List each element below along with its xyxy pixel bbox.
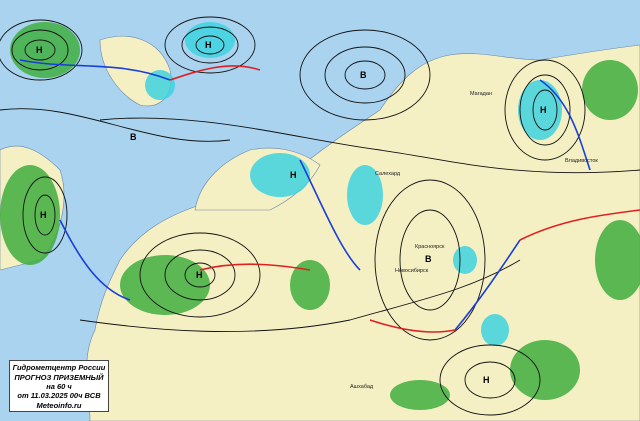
city-labels: Магадан Красноярск Новосибирск Ашхабад В…	[350, 91, 598, 390]
precipitation-areas	[0, 22, 640, 410]
forecast-title: ПРОГНОЗ ПРИЗЕМНЫЙ	[14, 373, 104, 382]
pressure-center-labels: Н Н В Н В Н Н Н В Н	[36, 40, 547, 385]
city-label: Красноярск	[415, 244, 445, 250]
cold-front	[19, 59, 591, 331]
city-label: Владивосток	[565, 158, 598, 164]
city-label: Новосибирск	[395, 268, 429, 274]
high-center-label: В	[425, 254, 432, 264]
low-center-label: Н	[483, 375, 490, 385]
low-center-label: Н	[196, 270, 203, 280]
low-center-label: Н	[205, 40, 212, 50]
low-center-label: Н	[40, 210, 47, 220]
low-center-label: Н	[36, 45, 43, 55]
high-center-label: В	[130, 132, 137, 142]
low-center-label: Н	[290, 170, 297, 180]
isobars	[0, 16, 640, 416]
forecast-legend-box: Гидрометцентр России ПРОГНОЗ ПРИЗЕМНЫЙ н…	[9, 360, 109, 412]
organization: Гидрометцентр России	[12, 363, 106, 372]
forecast-lead: на 60 ч	[46, 382, 72, 391]
city-label: Ашхабад	[350, 384, 374, 390]
city-label: Салехард	[375, 171, 401, 177]
high-center-label: В	[360, 70, 367, 80]
warm-front	[169, 65, 640, 333]
site-name: Meteoinfo.ru	[36, 401, 82, 410]
city-label: Магадан	[470, 91, 492, 97]
low-center-label: Н	[540, 105, 547, 115]
issued-time: от 11.03.2025 00ч ВСВ	[17, 391, 101, 400]
